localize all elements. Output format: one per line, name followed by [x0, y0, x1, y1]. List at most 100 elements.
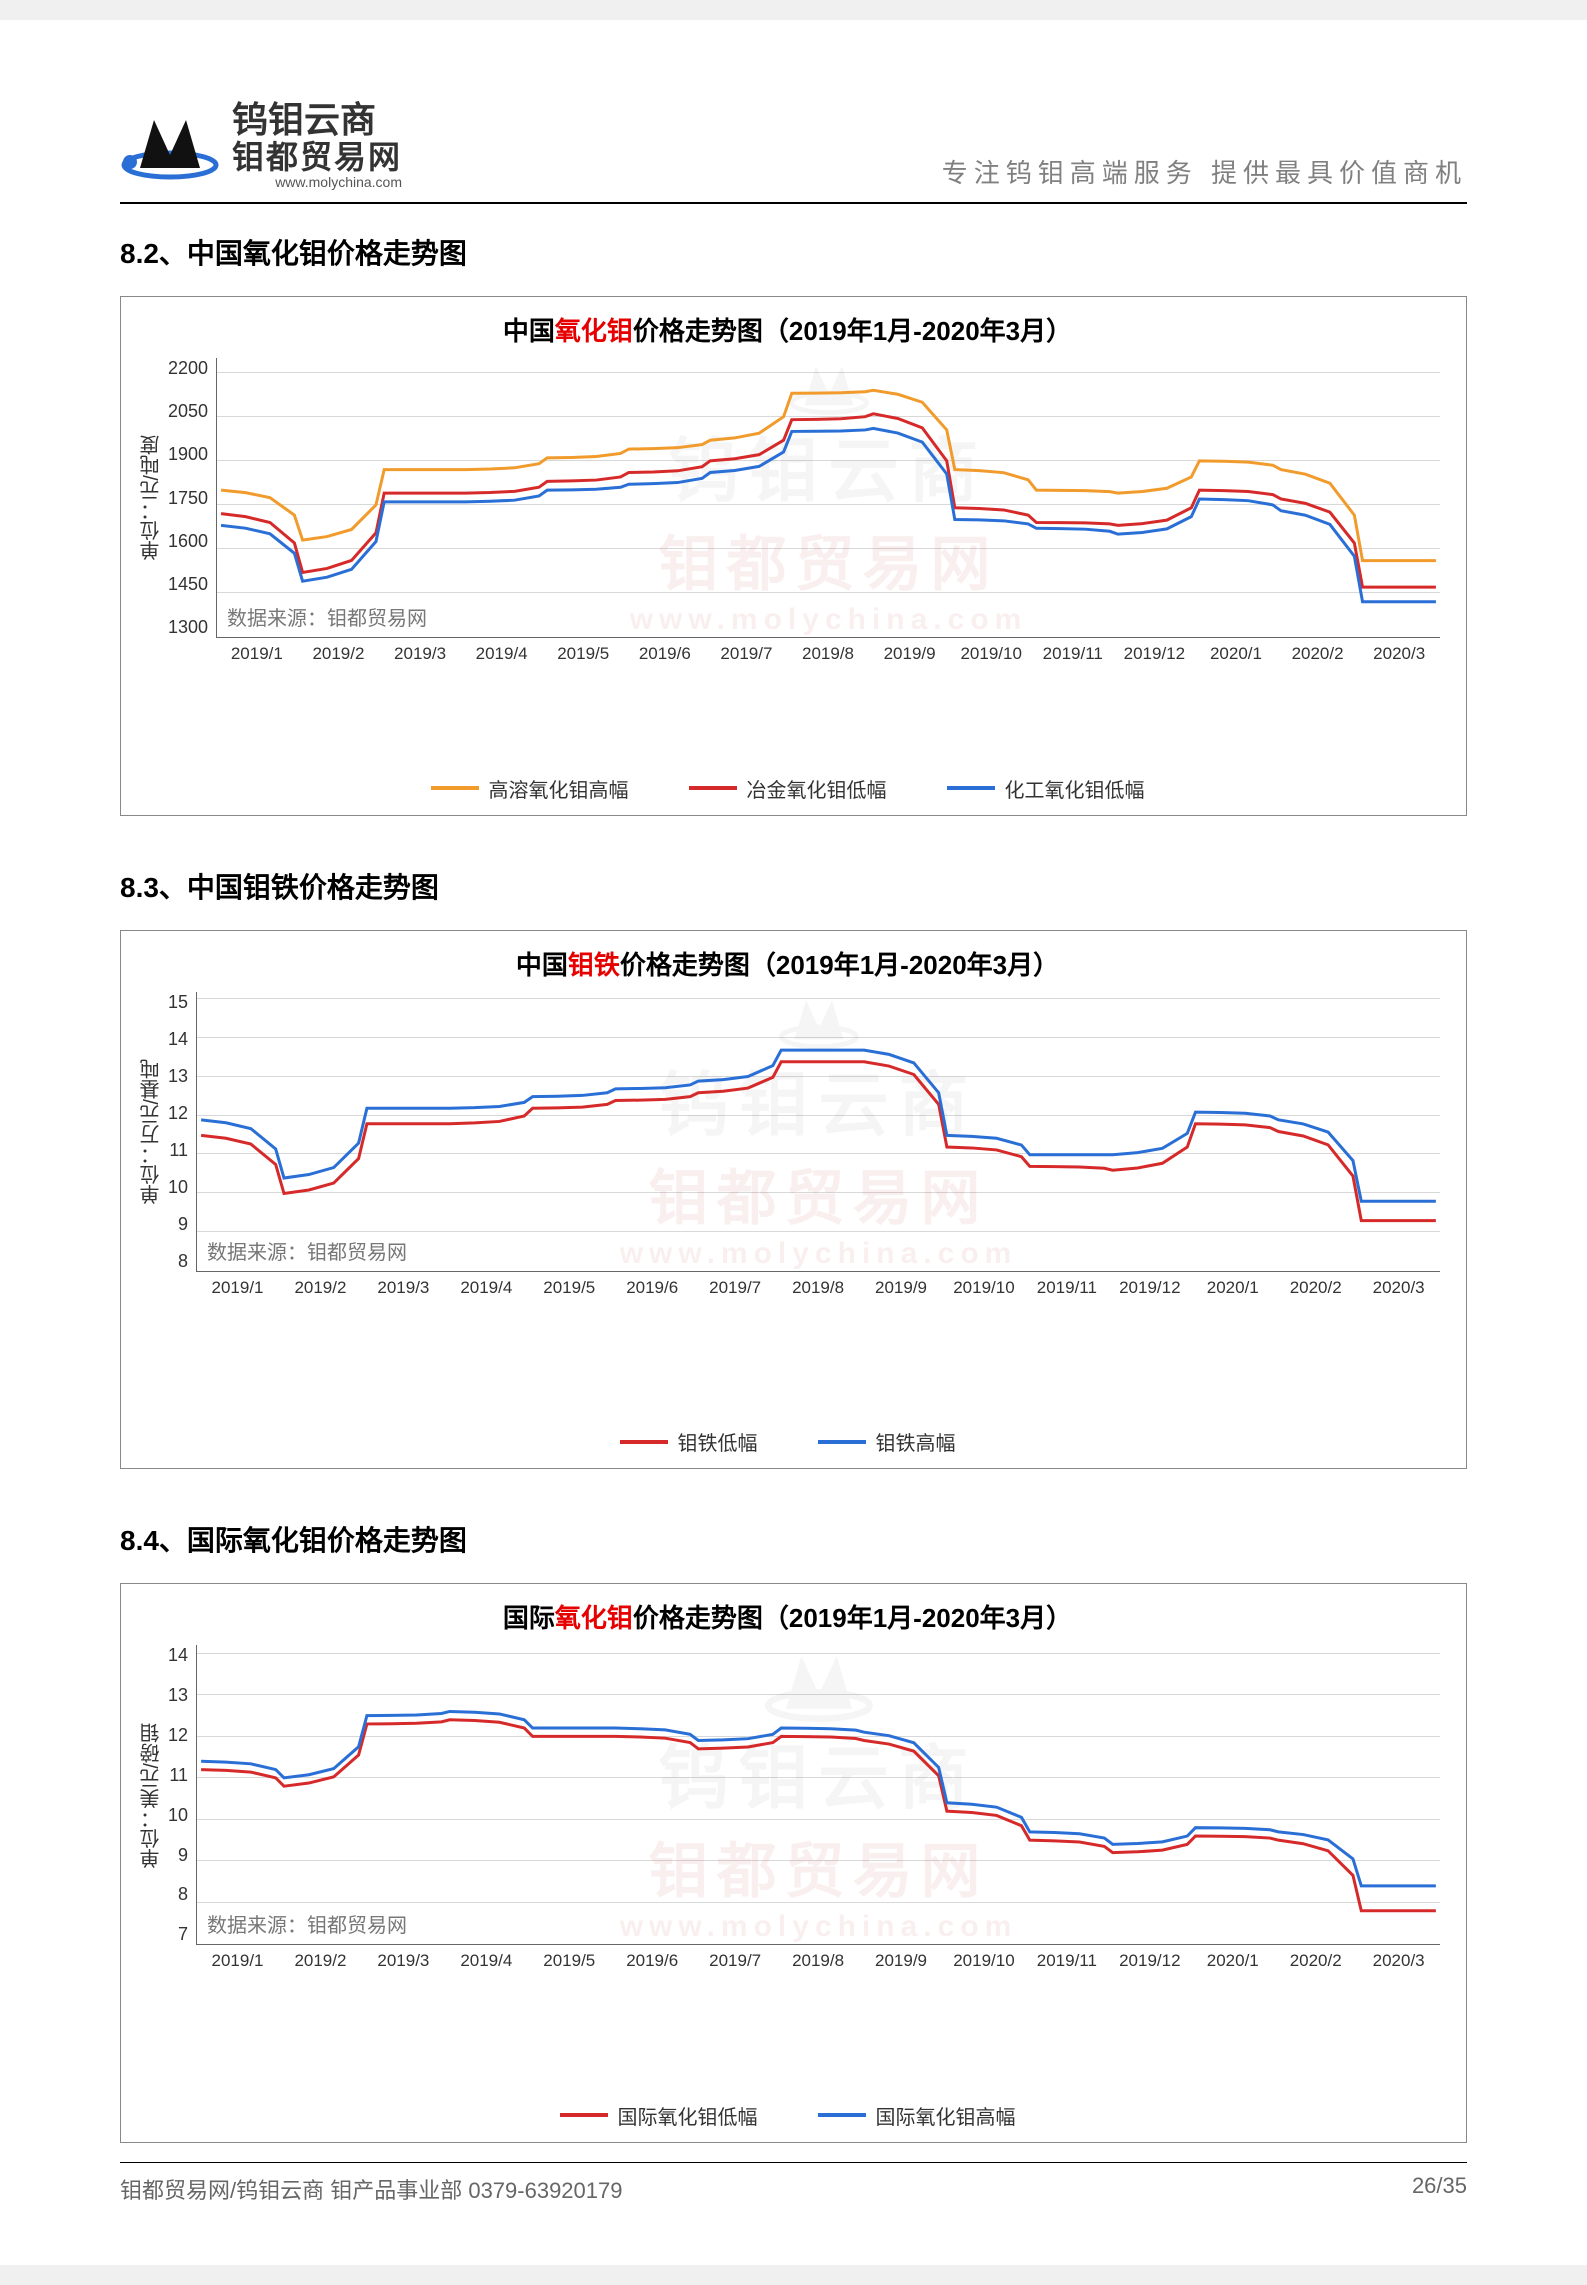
- chart-title: 中国钼铁价格走势图（2019年1月-2020年3月）: [135, 945, 1440, 982]
- chart-2-frame: 中国钼铁价格走势图（2019年1月-2020年3月）单位：万元/基吨151413…: [120, 930, 1467, 1470]
- page-footer: 钼都贸易网/钨钼云商 钼产品事业部 0379-63920179 26/35: [120, 2162, 1467, 2205]
- legend-swatch: [818, 1440, 866, 1444]
- chart-3-frame: 国际氧化钼价格走势图（2019年1月-2020年3月）单位：美元/磅钼14131…: [120, 1583, 1467, 2143]
- y-tick: 1300: [168, 617, 208, 638]
- page-number: 26/35: [1412, 2173, 1467, 2205]
- y-tick: 8: [168, 1251, 188, 1272]
- x-tick: 2020/3: [1357, 1951, 1440, 2091]
- legend-swatch: [947, 786, 995, 790]
- y-tick: 1450: [168, 574, 208, 595]
- legend-item: 钼铁低幅: [620, 1427, 758, 1456]
- chart-legend: 钼铁低幅 钼铁高幅: [135, 1427, 1440, 1456]
- legend-label: 国际氧化钼高幅: [876, 2101, 1016, 2130]
- x-tick: 2019/7: [706, 644, 788, 764]
- logo-text: 钨钼云商 钼都贸易网 www.molychina.com: [232, 100, 402, 190]
- x-tick: 2019/2: [298, 644, 380, 764]
- x-tick: 2019/11: [1025, 1951, 1108, 2091]
- legend-label: 国际氧化钼低幅: [618, 2101, 758, 2130]
- y-tick: 9: [168, 1214, 188, 1235]
- x-tick: 2019/8: [777, 1951, 860, 2091]
- y-tick: 8: [168, 1884, 188, 1905]
- y-tick: 1900: [168, 444, 208, 465]
- chart-legend: 高溶氧化钼高幅 冶金氧化钼低幅 化工氧化钼低幅: [135, 774, 1440, 803]
- legend-swatch: [560, 2113, 608, 2117]
- x-tick: 2019/1: [196, 1278, 279, 1418]
- logo-line-2: 钼都贸易网: [232, 140, 402, 175]
- y-tick: 7: [168, 1924, 188, 1945]
- x-tick: 2019/10: [942, 1278, 1025, 1418]
- legend-label: 高溶氧化钼高幅: [489, 774, 629, 803]
- x-tick: 2020/2: [1274, 1951, 1357, 2091]
- legend-swatch: [431, 786, 479, 790]
- legend-label: 冶金氧化钼低幅: [747, 774, 887, 803]
- y-axis-label: 单位：万元/基吨: [135, 1059, 168, 1205]
- chart-1-frame: 中国氧化钼价格走势图（2019年1月-2020年3月） 单位：元/吨度 2200 20…: [120, 296, 1467, 816]
- x-tick: 2020/2: [1274, 1278, 1357, 1418]
- x-tick: 2019/5: [542, 644, 624, 764]
- source-note: 数据来源：钼都贸易网: [207, 1909, 407, 1938]
- y-tick: 2200: [168, 358, 208, 379]
- logo-block: 钨钼云商 钼都贸易网 www.molychina.com: [120, 100, 402, 190]
- x-axis-ticks: 2019/12019/22019/32019/42019/52019/62019…: [196, 1945, 1440, 2091]
- y-axis-label: 单位：美元/磅钼: [135, 1723, 168, 1869]
- x-tick: 2019/4: [445, 1278, 528, 1418]
- x-tick: 2019/6: [624, 644, 706, 764]
- x-tick: 2019/9: [860, 1278, 943, 1418]
- y-tick: 10: [168, 1805, 188, 1826]
- footer-left: 钼都贸易网/钨钼云商 钼产品事业部 0379-63920179: [120, 2173, 623, 2205]
- x-tick: 2020/3: [1358, 644, 1440, 764]
- x-axis-ticks: 2019/12019/22019/32019/42019/52019/62019…: [196, 1272, 1440, 1418]
- legend-item: 钼铁高幅: [818, 1427, 956, 1456]
- legend-item: 国际氧化钼低幅: [560, 2101, 758, 2130]
- x-tick: 2019/9: [869, 644, 951, 764]
- x-tick: 2020/2: [1277, 644, 1359, 764]
- series-line: [221, 390, 1436, 560]
- y-tick: 1750: [168, 488, 208, 509]
- source-note: 数据来源：钼都贸易网: [207, 1236, 407, 1265]
- y-tick: 15: [168, 992, 188, 1013]
- legend-item: 国际氧化钼高幅: [818, 2101, 1016, 2130]
- x-tick: 2019/1: [216, 644, 298, 764]
- x-tick: 2020/1: [1195, 644, 1277, 764]
- y-axis-label: 单位：元/吨度: [135, 435, 168, 561]
- plot-area: 钨钼云商钼都贸易网www.molychina.com数据来源：钼都贸易网: [216, 358, 1440, 638]
- x-tick: 2020/3: [1357, 1278, 1440, 1418]
- x-tick: 2019/3: [362, 1278, 445, 1418]
- x-tick: 2019/10: [942, 1951, 1025, 2091]
- y-tick: 11: [168, 1765, 188, 1786]
- y-tick: 9: [168, 1845, 188, 1866]
- x-tick: 2019/2: [279, 1951, 362, 2091]
- header-tagline: 专注钨钼高端服务 提供最具价值商机: [942, 153, 1467, 190]
- x-tick: 2019/12: [1108, 1951, 1191, 2091]
- section-title-83: 8.3、中国钼铁价格走势图: [120, 866, 1467, 906]
- series-line: [221, 429, 1436, 602]
- legend-item: 冶金氧化钼低幅: [689, 774, 887, 803]
- legend-label: 化工氧化钼低幅: [1005, 774, 1145, 803]
- x-tick: 2019/7: [694, 1278, 777, 1418]
- x-tick: 2019/10: [950, 644, 1032, 764]
- section-title-82: 8.2、中国氧化钼价格走势图: [120, 232, 1467, 272]
- x-tick: 2019/4: [445, 1951, 528, 2091]
- logo-url: www.molychina.com: [275, 175, 402, 190]
- x-tick: 2020/1: [1191, 1278, 1274, 1418]
- legend-item: 化工氧化钼低幅: [947, 774, 1145, 803]
- chart-title: 中国氧化钼价格走势图（2019年1月-2020年3月）: [135, 311, 1440, 348]
- y-axis-ticks: 1413121110987: [168, 1645, 196, 1945]
- x-tick: 2019/3: [379, 644, 461, 764]
- x-tick: 2019/2: [279, 1278, 362, 1418]
- y-tick: 12: [168, 1725, 188, 1746]
- y-tick: 2050: [168, 401, 208, 422]
- x-tick: 2019/9: [860, 1951, 943, 2091]
- x-tick: 2019/3: [362, 1951, 445, 2091]
- x-tick: 2019/8: [787, 644, 869, 764]
- legend-swatch: [689, 786, 737, 790]
- page-header: 钨钼云商 钼都贸易网 www.molychina.com 专注钨钼高端服务 提供…: [120, 100, 1467, 204]
- y-tick: 13: [168, 1685, 188, 1706]
- legend-swatch: [620, 1440, 668, 1444]
- x-tick: 2019/4: [461, 644, 543, 764]
- legend-swatch: [818, 2113, 866, 2117]
- legend-item: 高溶氧化钼高幅: [431, 774, 629, 803]
- x-tick: 2019/11: [1025, 1278, 1108, 1418]
- legend-label: 钼铁低幅: [678, 1427, 758, 1456]
- chart-legend: 国际氧化钼低幅 国际氧化钼高幅: [135, 2101, 1440, 2130]
